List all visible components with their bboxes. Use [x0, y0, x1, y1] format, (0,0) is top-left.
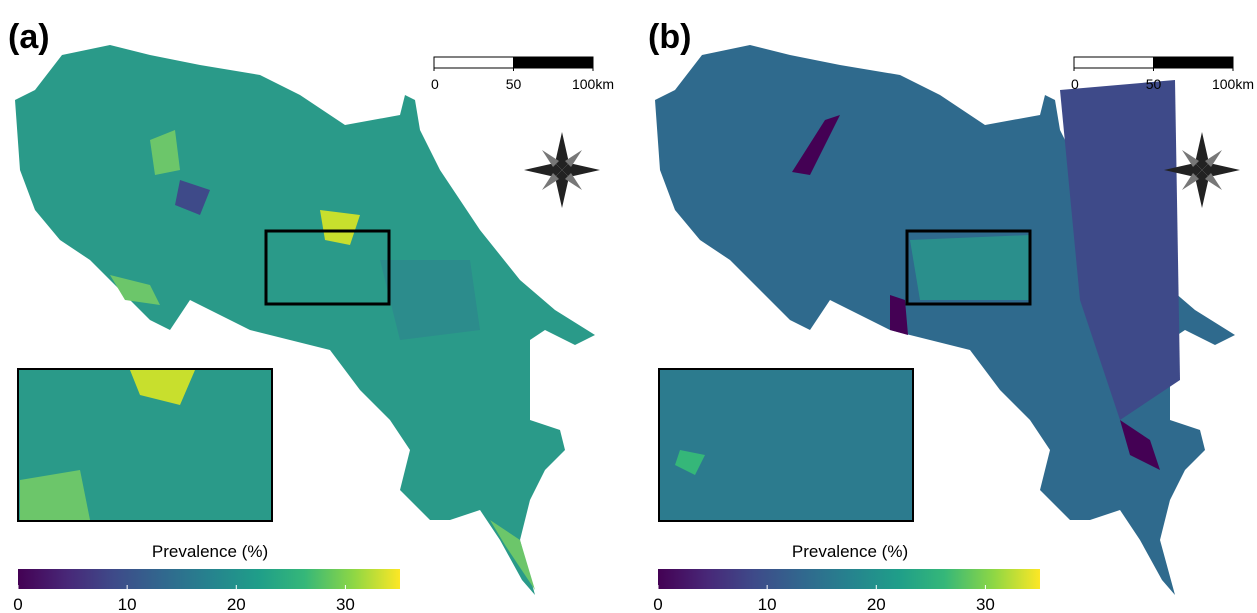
- colorbar-title: Prevalence (%): [152, 542, 268, 561]
- scale-label: 100km: [1212, 76, 1254, 92]
- colorbar-tick-label: 0: [653, 595, 662, 613]
- scale-segment: [1154, 57, 1234, 68]
- colorbar-tick-label: 0: [13, 595, 22, 613]
- panel-a-map: [15, 45, 600, 595]
- colorbar-tick-label: 10: [118, 595, 137, 613]
- scale-segment: [1074, 57, 1154, 68]
- scale-label: 100km: [572, 76, 614, 92]
- colorbar-title: Prevalence (%): [792, 542, 908, 561]
- panel-label: (a): [8, 18, 50, 56]
- panel-label: (b): [648, 18, 691, 56]
- colorbar: [658, 569, 1040, 589]
- colorbar-tick-label: 20: [227, 595, 246, 613]
- colorbar-tick-label: 30: [976, 595, 995, 613]
- colorbar-tick-label: 30: [336, 595, 355, 613]
- scale-label: 50: [1146, 76, 1162, 92]
- figure: (a) 0 50 100km Prevalence (%) 0 10 20 30 (b) 0 50 10…: [0, 0, 1257, 613]
- panel-b-map: [655, 45, 1240, 595]
- scale-label: 50: [506, 76, 522, 92]
- colorbar-tick-label: 20: [867, 595, 886, 613]
- scale-label: 0: [1071, 76, 1079, 92]
- scale-label: 0: [431, 76, 439, 92]
- colorbar: [18, 569, 400, 589]
- scale-segment: [514, 57, 594, 68]
- scale-segment: [434, 57, 514, 68]
- colorbar-tick-label: 10: [758, 595, 777, 613]
